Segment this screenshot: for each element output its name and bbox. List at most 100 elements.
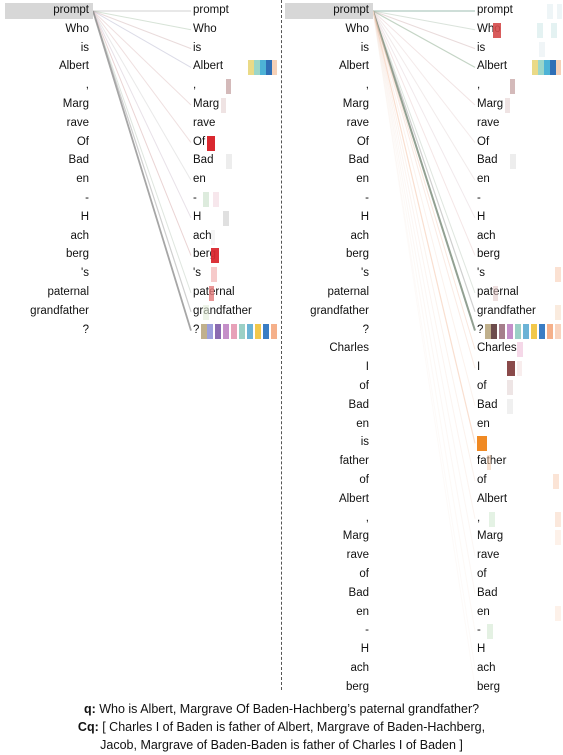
attention-cell xyxy=(487,455,491,471)
attention-cell xyxy=(547,323,553,339)
attention-cell xyxy=(555,304,561,320)
attention-line xyxy=(372,10,476,557)
target-token: Charles xyxy=(477,342,517,355)
attention-cell xyxy=(239,323,245,339)
target-token: Albert xyxy=(477,60,508,73)
target-token: 's xyxy=(477,267,485,280)
source-token: Albert xyxy=(338,60,369,73)
source-token: ach xyxy=(350,662,369,674)
source-token: - xyxy=(365,624,369,637)
attention-cell xyxy=(248,60,254,76)
cq-label: Cq: xyxy=(77,720,99,734)
target-token: Bad xyxy=(193,154,214,167)
target-token: , xyxy=(477,511,481,524)
target-token: 's xyxy=(193,267,201,280)
attention-cell xyxy=(211,229,215,245)
source-token: berg xyxy=(65,248,89,261)
attention-cell xyxy=(499,323,505,339)
attention-cell xyxy=(547,4,553,19)
attention-cell xyxy=(507,323,513,339)
attention-cell xyxy=(510,154,516,170)
attention-cell xyxy=(254,60,260,76)
target-token: Bad xyxy=(477,154,498,167)
target-token: H xyxy=(477,643,486,656)
attention-cell xyxy=(223,323,229,339)
attention-cell xyxy=(556,60,561,76)
attention-cell xyxy=(231,323,237,339)
attention-line xyxy=(92,10,192,256)
source-token: Albert xyxy=(58,60,89,73)
attention-line xyxy=(372,10,476,50)
attention-line xyxy=(372,10,476,256)
source-token: , xyxy=(365,511,369,524)
source-token: is xyxy=(360,436,369,449)
attention-cell xyxy=(485,323,491,339)
source-token: Bad xyxy=(348,154,369,167)
source-token: en xyxy=(356,417,369,430)
target-token: ach xyxy=(193,229,212,242)
source-token: grandfather xyxy=(30,304,89,317)
attention-cell xyxy=(260,60,266,76)
source-token: Marg xyxy=(62,98,89,110)
target-token: H xyxy=(477,210,486,223)
target-token: rave xyxy=(193,116,216,129)
attention-cell xyxy=(266,60,272,76)
attention-cell xyxy=(555,530,561,546)
target-token: berg xyxy=(477,680,501,693)
source-token: of xyxy=(359,474,369,486)
target-token: berg xyxy=(477,248,501,261)
attention-cell xyxy=(221,98,226,113)
attention-cell xyxy=(550,60,556,76)
source-token: - xyxy=(365,192,369,204)
source-token: ach xyxy=(70,229,89,242)
attention-cell xyxy=(203,304,209,320)
cq-text-1: [ Charles I of Baden is father of Albert… xyxy=(98,720,486,734)
source-token: rave xyxy=(346,116,369,129)
attention-cell xyxy=(544,60,550,76)
source-token: prompt xyxy=(333,4,369,16)
source-token: paternal xyxy=(327,286,369,298)
source-token: I xyxy=(365,361,369,374)
target-token: en xyxy=(193,173,206,186)
target-token: paternal xyxy=(477,285,557,300)
source-token: Albert xyxy=(338,492,369,505)
attention-line xyxy=(372,10,476,670)
target-token: en xyxy=(477,605,490,618)
context-line-2: Jacob, Margrave of Baden-Baden is father… xyxy=(0,736,563,754)
attention-cell xyxy=(223,210,229,226)
attention-cell xyxy=(255,323,261,339)
attention-cell xyxy=(272,60,277,76)
attention-cell xyxy=(555,605,561,621)
attention-cell xyxy=(493,286,498,301)
target-token: - xyxy=(477,624,481,637)
attention-line xyxy=(92,10,192,331)
target-token: of xyxy=(477,474,487,486)
q-label: q: xyxy=(83,702,96,716)
source-token: en xyxy=(356,605,369,618)
attention-line xyxy=(92,10,192,219)
target-token: ? xyxy=(193,323,200,336)
source-token: Marg xyxy=(342,530,369,543)
attention-cell xyxy=(523,323,529,339)
source-token: 's xyxy=(361,267,369,280)
attention-cell xyxy=(517,342,523,358)
attention-cell xyxy=(532,60,538,76)
target-token: , xyxy=(193,79,197,92)
target-token: prompt xyxy=(193,4,229,16)
attention-line xyxy=(92,10,192,68)
attention-line xyxy=(92,10,192,31)
attention-cell xyxy=(213,192,219,207)
attention-cell xyxy=(271,323,277,339)
attention-cell xyxy=(201,323,207,339)
target-token: is xyxy=(477,435,557,450)
attention-line xyxy=(372,10,476,31)
source-token: H xyxy=(360,643,369,656)
attention-cell xyxy=(507,380,513,395)
attention-line xyxy=(372,10,476,294)
attention-cell xyxy=(489,511,495,527)
target-token: ? xyxy=(477,323,484,336)
attention-cell xyxy=(515,323,521,339)
target-token: of xyxy=(477,380,487,392)
attention-line xyxy=(372,10,476,350)
attention-line xyxy=(92,10,192,312)
